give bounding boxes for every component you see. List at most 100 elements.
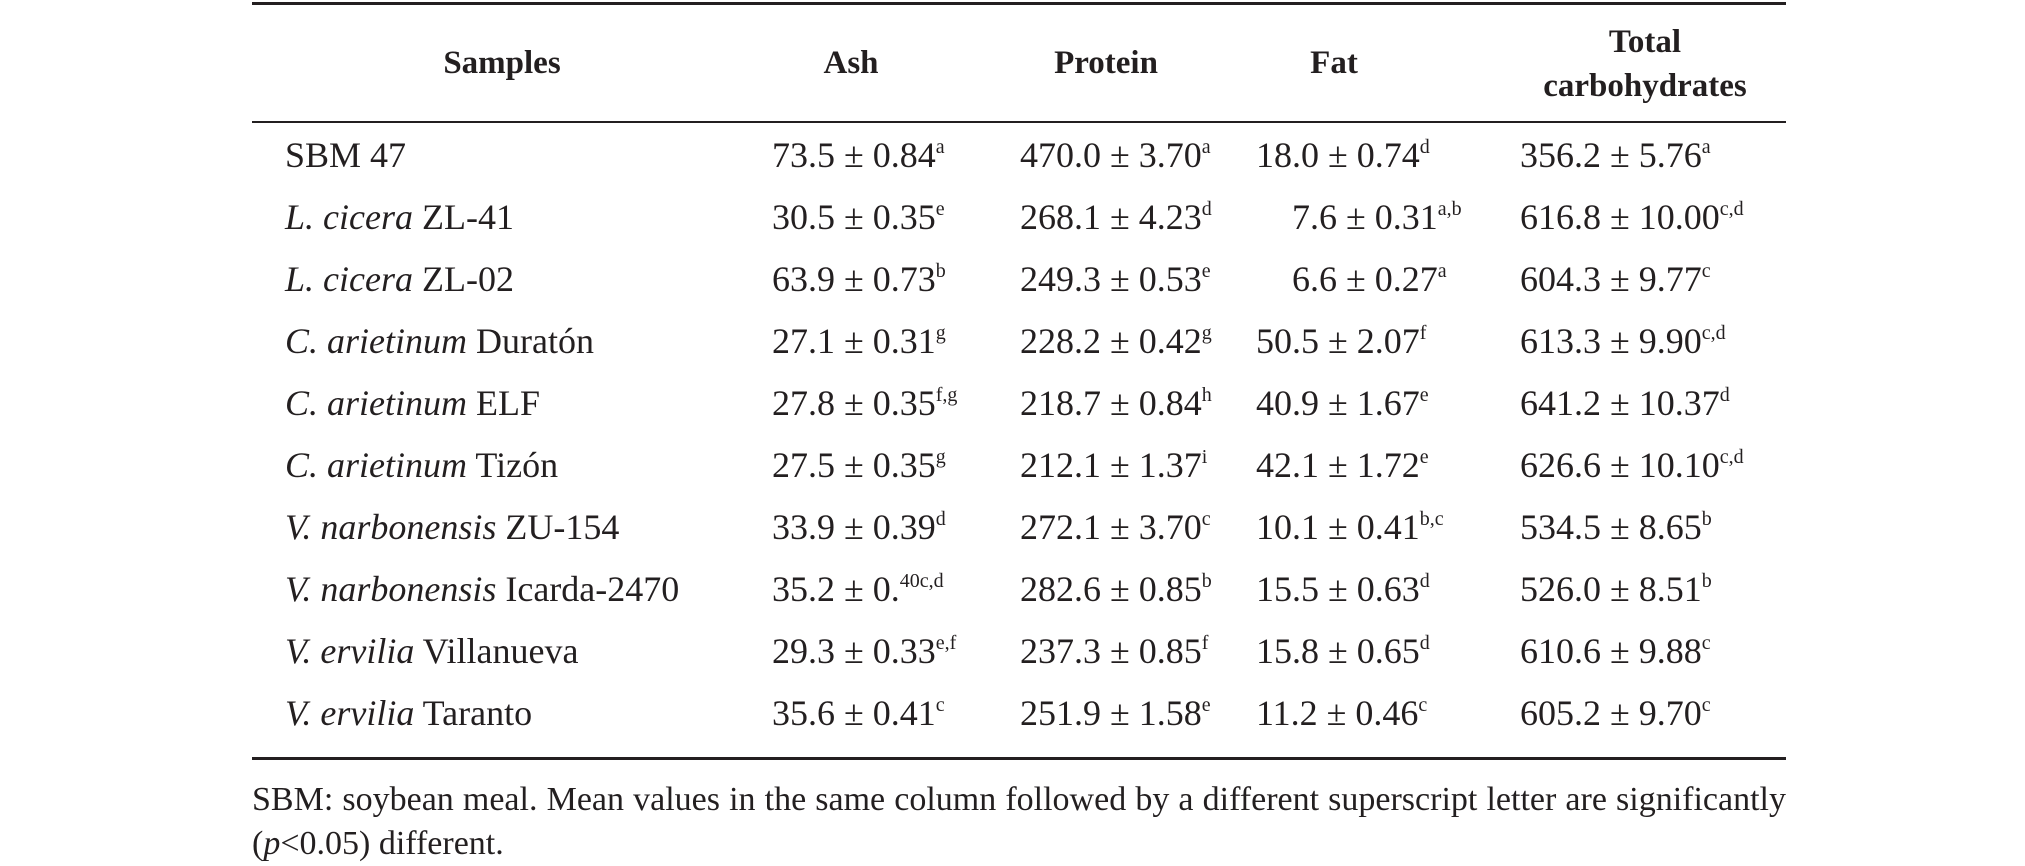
sample-cultivar: Icarda-2470	[496, 569, 680, 609]
sample-species: L. cicera	[285, 259, 413, 299]
ash-cell: 63.9 ± 0.73b	[772, 248, 946, 310]
ash-cell-superscript: b	[935, 260, 946, 282]
sample-name: L. cicera ZL-41	[285, 186, 514, 248]
ash-cell-superscript: g	[935, 446, 946, 468]
ash-cell-superscript: f,g	[935, 384, 958, 406]
carbohydrates-cell: 605.2 ± 9.70c	[1520, 682, 1711, 744]
sample-cultivar: ELF	[467, 383, 541, 423]
protein-cell-value: 272.1 ± 3.70	[1020, 507, 1202, 547]
ash-cell-superscript: e,f	[935, 632, 957, 654]
ash-cell-superscript: a	[935, 136, 945, 158]
ash-cell-value: 73.5 ± 0.84	[772, 135, 936, 175]
sample-cultivar: ZL-02	[412, 259, 514, 299]
table-row: L. cicera ZL-41 30.5 ± 0.35e 268.1 ± 4.23d…	[252, 186, 1786, 248]
footnote-text-1: SBM: soybean meal. Mean values in the sa…	[252, 781, 1786, 862]
sample-species: L. cicera	[285, 197, 413, 237]
fat-cell-superscript: d	[1419, 570, 1430, 592]
fat-cell: 10.1 ± 0.41b,c	[1256, 496, 1444, 558]
fat-cell-value: 15.8 ± 0.65	[1256, 631, 1420, 671]
sample-cultivar: Duratón	[467, 321, 594, 361]
fat-cell: 7.6 ± 0.31a,b	[1292, 186, 1462, 248]
carbohydrates-cell: 526.0 ± 8.51b	[1520, 558, 1712, 620]
protein-cell-superscript: g	[1201, 322, 1212, 344]
carbohydrates-cell-value: 605.2 ± 9.70	[1520, 693, 1702, 733]
header-samples: Samples	[443, 45, 561, 81]
fat-cell-value: 10.1 ± 0.41	[1256, 507, 1420, 547]
fat-cell-value: 7.6 ± 0.31	[1292, 197, 1438, 237]
carbohydrates-cell-superscript: c	[1701, 260, 1711, 282]
fat-cell-value: 15.5 ± 0.63	[1256, 569, 1420, 609]
table-row: C. arietinum Duratón 27.1 ± 0.31g 228.2 ± …	[252, 310, 1786, 372]
carbohydrates-cell-value: 610.6 ± 9.88	[1520, 631, 1702, 671]
carbohydrates-cell-superscript: d	[1719, 384, 1730, 406]
header-carb-line1: Total	[1608, 24, 1682, 60]
protein-cell: 268.1 ± 4.23d	[1020, 186, 1212, 248]
ash-cell: 27.5 ± 0.35g	[772, 434, 946, 496]
sample-name: C. arietinum ELF	[285, 372, 540, 434]
header-fat: Fat	[1310, 45, 1358, 81]
protein-cell-value: 268.1 ± 4.23	[1020, 197, 1202, 237]
sample-cultivar: Villanueva	[414, 631, 579, 671]
protein-cell-value: 212.1 ± 1.37	[1020, 445, 1202, 485]
sample-cultivar: Tizón	[467, 445, 559, 485]
ash-cell-value: 27.5 ± 0.35	[772, 445, 936, 485]
footnote-p-symbol: p	[263, 825, 281, 862]
protein-cell: 282.6 ± 0.85b	[1020, 558, 1212, 620]
sample-name: V. ervilia Taranto	[285, 682, 532, 744]
fat-cell-superscript: e	[1419, 384, 1429, 406]
protein-cell-value: 282.6 ± 0.85	[1020, 569, 1202, 609]
carbohydrates-cell: 534.5 ± 8.65b	[1520, 496, 1712, 558]
carbohydrates-cell: 616.8 ± 10.00c,d	[1520, 186, 1744, 248]
ash-cell-superscript: g	[935, 322, 946, 344]
protein-cell-superscript: c	[1201, 508, 1211, 530]
table-row: L. cicera ZL-02 63.9 ± 0.73b 249.3 ± 0.53e…	[252, 248, 1786, 310]
ash-cell-superscript: d	[935, 508, 946, 530]
sample-name: L. cicera ZL-02	[285, 248, 514, 310]
sample-species: C. arietinum	[285, 321, 468, 361]
sample-name: V. narbonensis ZU-154	[285, 496, 619, 558]
carbohydrates-cell-value: 356.2 ± 5.76	[1520, 135, 1702, 175]
ash-cell: 33.9 ± 0.39d	[772, 496, 946, 558]
protein-cell: 237.3 ± 0.85f	[1020, 620, 1208, 682]
fat-cell-superscript: b,c	[1419, 508, 1444, 530]
fat-cell: 6.6 ± 0.27a	[1292, 248, 1447, 310]
fat-cell-value: 40.9 ± 1.67	[1256, 383, 1420, 423]
protein-cell: 249.3 ± 0.53e	[1020, 248, 1211, 310]
header-ash: Ash	[823, 45, 879, 81]
protein-cell: 251.9 ± 1.58e	[1020, 682, 1211, 744]
ash-cell: 27.8 ± 0.35f,g	[772, 372, 957, 434]
ash-cell-superscript: c	[935, 694, 945, 716]
fat-cell-value: 50.5 ± 2.07	[1256, 321, 1420, 361]
carbohydrates-cell: 626.6 ± 10.10c,d	[1520, 434, 1744, 496]
fat-cell-superscript: e	[1419, 446, 1429, 468]
fat-cell: 11.2 ± 0.46c	[1256, 682, 1427, 744]
protein-cell: 212.1 ± 1.37i	[1020, 434, 1207, 496]
carbohydrates-cell-value: 534.5 ± 8.65	[1520, 507, 1702, 547]
table-row: V. ervilia Villanueva 29.3 ± 0.33e,f 237.3…	[252, 620, 1786, 682]
fat-cell-superscript: c	[1418, 694, 1428, 716]
carbohydrates-cell-superscript: b	[1701, 570, 1712, 592]
ash-cell-value: 35.2 ± 0.	[772, 569, 900, 609]
protein-cell-value: 218.7 ± 0.84	[1020, 383, 1202, 423]
protein-cell-value: 251.9 ± 1.58	[1020, 693, 1202, 733]
sample-species: V. ervilia	[285, 631, 415, 671]
protein-cell-superscript: b	[1201, 570, 1212, 592]
carbohydrates-cell: 356.2 ± 5.76a	[1520, 124, 1711, 186]
carbohydrates-cell-value: 613.3 ± 9.90	[1520, 321, 1702, 361]
protein-cell-value: 470.0 ± 3.70	[1020, 135, 1202, 175]
header-carb-line2: carbohydrates	[1543, 68, 1747, 104]
protein-cell-value: 237.3 ± 0.85	[1020, 631, 1202, 671]
sample-name: V. ervilia Villanueva	[285, 620, 578, 682]
protein-cell-superscript: e	[1201, 694, 1211, 716]
ash-cell-value: 35.6 ± 0.41	[772, 693, 936, 733]
sample-species: V. narbonensis	[285, 569, 497, 609]
fat-cell: 42.1 ± 1.72e	[1256, 434, 1429, 496]
carbohydrates-cell-superscript: b	[1701, 508, 1712, 530]
table-row: V. narbonensis ZU-154 33.9 ± 0.39d 272.1 ±…	[252, 496, 1786, 558]
protein-cell: 218.7 ± 0.84h	[1020, 372, 1212, 434]
sample-cultivar: SBM 47	[285, 135, 407, 175]
protein-cell-value: 228.2 ± 0.42	[1020, 321, 1202, 361]
table-row: C. arietinum ELF 27.8 ± 0.35f,g 218.7 ± 0.…	[252, 372, 1786, 434]
ash-cell-value: 30.5 ± 0.35	[772, 197, 936, 237]
fat-cell-value: 6.6 ± 0.27	[1292, 259, 1438, 299]
